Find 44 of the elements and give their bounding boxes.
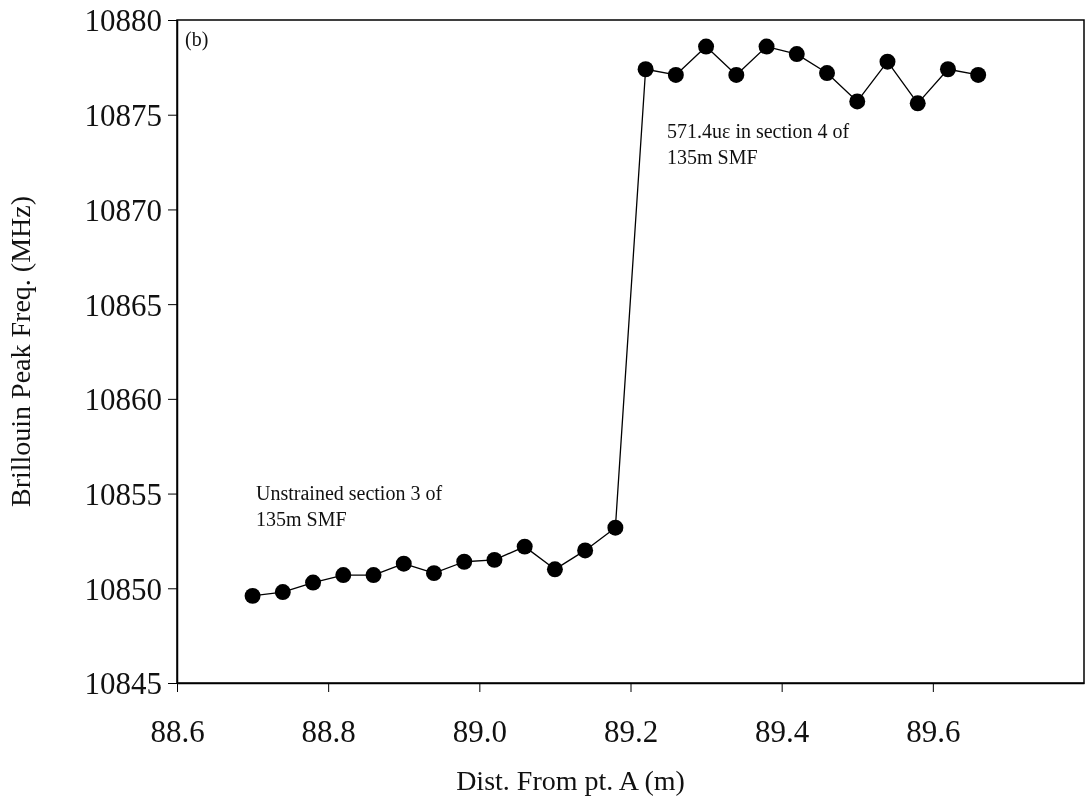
point xyxy=(546,561,563,578)
point xyxy=(939,61,956,78)
point xyxy=(244,587,261,604)
y-tick-label: 10870 xyxy=(84,192,162,228)
point xyxy=(849,93,866,110)
point xyxy=(607,519,624,536)
point xyxy=(728,66,745,83)
y-axis-title: Brillouin Peak Freq. (MHz) xyxy=(5,195,36,508)
y-tick-label: 10845 xyxy=(84,666,162,702)
annotation: (b) xyxy=(185,28,209,51)
point xyxy=(667,66,684,83)
point xyxy=(970,66,987,83)
point xyxy=(486,551,503,568)
y-tick-label: 10865 xyxy=(84,287,162,323)
annotation: Unstrained section 3 of 135m SMF xyxy=(256,482,443,530)
point xyxy=(819,65,835,81)
point xyxy=(637,61,654,78)
x-tick-label: 88.6 xyxy=(150,713,205,749)
x-tick-label: 89.2 xyxy=(603,713,659,749)
point xyxy=(788,46,805,63)
x-tick-label: 89.4 xyxy=(755,713,810,749)
y-tick-label: 10850 xyxy=(84,571,162,607)
x-tick-label: 89.0 xyxy=(452,713,507,749)
point xyxy=(365,567,382,583)
annotation: 571.4uε in section 4 of 135m SMF xyxy=(667,120,850,168)
y-tick-label: 10875 xyxy=(84,98,162,134)
x-tick-label: 88.8 xyxy=(301,713,356,749)
point xyxy=(698,38,715,55)
x-tick-label: 89.6 xyxy=(906,713,961,749)
y-tick-label: 10880 xyxy=(84,3,162,39)
point xyxy=(758,38,775,55)
point xyxy=(456,553,473,570)
point xyxy=(426,565,442,582)
point xyxy=(516,538,533,555)
point xyxy=(305,574,322,591)
y-tick-label: 10860 xyxy=(84,382,162,418)
point xyxy=(577,542,594,559)
point xyxy=(395,555,412,572)
y-tick-label: 10855 xyxy=(84,476,162,512)
point xyxy=(274,584,291,601)
point xyxy=(335,567,352,583)
x-axis-title: Dist. From pt. A (m) xyxy=(456,765,685,796)
point xyxy=(879,53,896,70)
point xyxy=(909,95,926,112)
